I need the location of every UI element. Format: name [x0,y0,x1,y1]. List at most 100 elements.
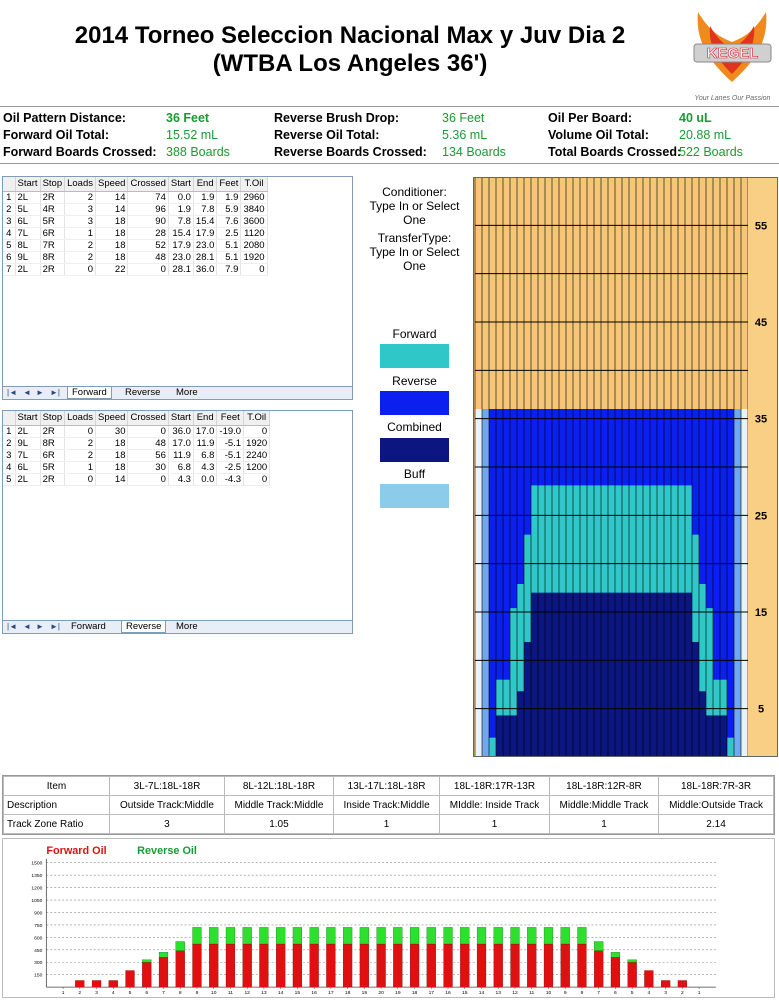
forward-table-cell[interactable]: 2R [40,263,66,276]
reverse-table-cell[interactable]: 18 [95,437,129,450]
forward-table-cell[interactable]: 2 [64,239,96,252]
reverse-table-cell[interactable]: 1 [64,461,96,474]
forward-table-cell[interactable]: 1120 [240,227,268,240]
forward-table-cell[interactable]: 18 [95,227,129,240]
reverse-table-cell[interactable]: -4.3 [216,473,245,486]
forward-table-cell[interactable]: 5R [40,215,66,228]
forward-table-cell[interactable]: 7L [15,227,41,240]
reverse-table-cell[interactable]: 36.0 [168,425,194,438]
forward-table-cell[interactable]: 1 [64,227,96,240]
reverse-table-cell[interactable]: 56 [127,449,169,462]
forward-table-cell[interactable]: 18 [95,239,129,252]
first-sheet-icon[interactable]: |◄ [7,388,17,397]
forward-table-cell[interactable]: 8R [40,251,66,264]
reverse-table-cell[interactable]: 17.0 [193,425,218,438]
reverse-table-cell[interactable]: 6.8 [168,461,194,474]
forward-table-cell[interactable]: 6R [40,227,66,240]
forward-table-cell[interactable]: 0 [64,263,96,276]
forward-table-cell[interactable]: 4 [3,227,16,240]
reverse-table-cell[interactable]: 0 [127,473,169,486]
forward-table-cell[interactable]: 2 [64,251,96,264]
forward-table-cell[interactable]: 52 [127,239,169,252]
forward-table-cell[interactable]: 2080 [240,239,268,252]
forward-table-row[interactable]: 3 6L 5R 3 18 90 7.8 15.4 7.6 3600 [3,215,268,228]
reverse-table-cell[interactable]: 0 [243,473,271,486]
transfer-type-select[interactable]: Type In or Select One [369,245,460,273]
reverse-table-cell[interactable]: 6L [15,461,41,474]
forward-table-cell[interactable]: 1 [3,191,16,204]
reverse-table-cell[interactable]: 4 [3,461,16,474]
forward-table-cell[interactable]: 17.9 [168,239,194,252]
forward-table-row[interactable]: 6 9L 8R 2 18 48 23.0 28.1 5.1 1920 [3,251,268,264]
reverse-table-cell[interactable]: 18 [95,449,129,462]
reverse-table-cell[interactable]: 5R [40,461,66,474]
forward-table-cell[interactable]: 90 [127,215,169,228]
reverse-table-cell[interactable]: 0 [127,425,169,438]
conditioner-select[interactable]: Type In or Select One [369,199,460,227]
forward-table-cell[interactable]: 1.9 [216,191,242,204]
reverse-table-cell[interactable]: -5.1 [216,449,245,462]
forward-table-cell[interactable]: 17.9 [193,227,218,240]
forward-table-cell[interactable]: 23.0 [193,239,218,252]
forward-table-cell[interactable]: 14 [95,191,129,204]
last-sheet-icon[interactable]: ►| [50,388,60,397]
forward-table-cell[interactable]: 96 [127,203,169,216]
tab-more[interactable]: More [176,387,198,398]
forward-table-cell[interactable]: 7R [40,239,66,252]
first-sheet-icon[interactable]: |◄ [7,622,17,631]
reverse-table-cell[interactable]: 1920 [243,437,271,450]
reverse-table-cell[interactable]: 14 [95,473,129,486]
forward-table-row[interactable]: 5 8L 7R 2 18 52 17.9 23.0 5.1 2080 [3,239,268,252]
reverse-table-row[interactable]: 4 6L 5R 1 18 30 6.8 4.3 -2.5 1200 [3,461,271,474]
forward-table-cell[interactable]: 0 [127,263,169,276]
reverse-table-cell[interactable]: 1 [3,425,16,438]
previous-sheet-icon[interactable]: ◄ [23,388,31,397]
reverse-table-cell[interactable]: 2 [64,449,96,462]
reverse-table-cell[interactable]: 48 [127,437,169,450]
reverse-table-cell[interactable]: 2R [40,425,66,438]
forward-table-row[interactable]: 7 2L 2R 0 22 0 28.1 36.0 7.9 0 [3,263,268,276]
reverse-table-cell[interactable]: 0 [64,425,96,438]
forward-table-row[interactable]: 1 2L 2R 2 14 74 0.0 1.9 1.9 2960 [3,191,268,204]
reverse-table-cell[interactable]: -5.1 [216,437,245,450]
reverse-table-cell[interactable]: 2L [15,425,41,438]
forward-table-cell[interactable]: 36.0 [193,263,218,276]
forward-table-cell[interactable]: 2 [64,191,96,204]
reverse-table-cell[interactable]: 2L [15,473,41,486]
reverse-table-cell[interactable]: -2.5 [216,461,245,474]
forward-table-cell[interactable]: 2R [40,191,66,204]
tab-reverse[interactable]: Reverse [125,387,161,398]
forward-table-cell[interactable]: 3 [3,215,16,228]
forward-table-cell[interactable]: 6L [15,215,41,228]
reverse-table-row[interactable]: 1 2L 2R 0 30 0 36.0 17.0 -19.0 0 [3,425,271,438]
forward-table-cell[interactable]: 0 [240,263,268,276]
forward-table-cell[interactable]: 3840 [240,203,268,216]
forward-table-cell[interactable]: 5L [15,203,41,216]
next-sheet-icon[interactable]: ► [36,388,44,397]
forward-table-cell[interactable]: 22 [95,263,129,276]
forward-table-cell[interactable]: 5.1 [216,239,242,252]
tab-reverse[interactable]: Reverse [121,621,167,633]
reverse-table-cell[interactable]: 0 [243,425,271,438]
forward-table-row[interactable]: 4 7L 6R 1 18 28 15.4 17.9 2.5 1120 [3,227,268,240]
tab-forward[interactable]: Forward [67,387,112,399]
forward-table-cell[interactable]: 7.6 [216,215,242,228]
reverse-table-cell[interactable]: 7L [15,449,41,462]
reverse-table-row[interactable]: 5 2L 2R 0 14 0 4.3 0.0 -4.3 0 [3,473,271,486]
forward-table-cell[interactable]: 5 [3,239,16,252]
reverse-table-cell[interactable]: 0 [64,473,96,486]
reverse-table-row[interactable]: 3 7L 6R 2 18 56 11.9 6.8 -5.1 2240 [3,449,271,462]
forward-table-cell[interactable]: 74 [127,191,169,204]
reverse-table-cell[interactable]: 17.0 [168,437,194,450]
reverse-table-cell[interactable]: 2240 [243,449,271,462]
reverse-table-cell[interactable]: 3 [3,449,16,462]
forward-table-cell[interactable]: 14 [95,203,129,216]
reverse-table-cell[interactable]: 0.0 [193,473,218,486]
reverse-table-cell[interactable]: 30 [95,425,129,438]
forward-table-cell[interactable]: 7.9 [216,263,242,276]
reverse-table-cell[interactable]: 18 [95,461,129,474]
forward-table-cell[interactable]: 2L [15,191,41,204]
forward-table-cell[interactable]: 7.8 [168,215,194,228]
reverse-table-cell[interactable]: 30 [127,461,169,474]
forward-table-cell[interactable]: 7 [3,263,16,276]
